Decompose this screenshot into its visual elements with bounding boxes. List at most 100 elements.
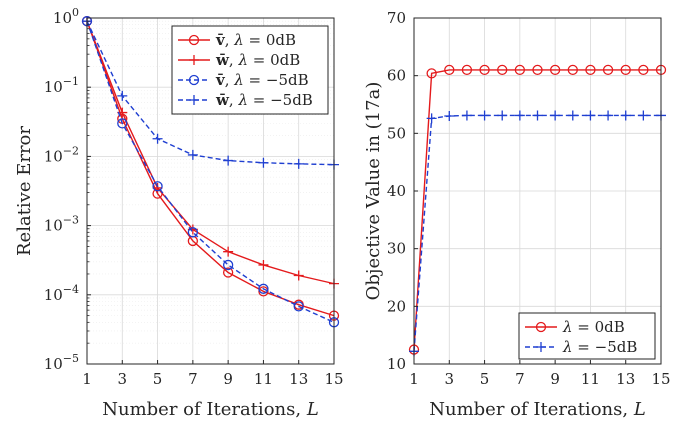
plot-frame <box>86 17 335 365</box>
data-point <box>536 342 546 352</box>
series-1 <box>408 64 667 355</box>
series-line <box>86 20 335 317</box>
data-point <box>550 110 561 121</box>
data-point <box>258 259 269 270</box>
x-tick-label: 9 <box>223 370 233 388</box>
legend-label: w̄, λ = −5dB <box>215 91 313 109</box>
data-point <box>258 286 269 297</box>
x-tick-label: 11 <box>581 370 600 388</box>
data-point <box>535 321 547 333</box>
data-point <box>479 110 490 121</box>
legend-label: λ = −5dB <box>562 338 637 356</box>
data-point <box>461 64 473 76</box>
x-tick-label: 3 <box>445 370 455 388</box>
data-point <box>426 113 437 124</box>
x-tick-label: 5 <box>153 370 163 388</box>
x-tick-label: 5 <box>480 370 490 388</box>
data-point <box>514 110 525 121</box>
series-layer <box>408 64 667 357</box>
legend: λ = 0dB λ = −5dB <box>518 312 656 360</box>
y-tick-label: 50 <box>387 124 406 142</box>
y-axis-label: Relative Error <box>14 126 35 256</box>
y-tick-label: 10−4 <box>44 283 79 304</box>
legend-entry: w̄, λ = 0dB <box>178 51 300 69</box>
y-tick-label: 70 <box>387 9 406 27</box>
data-point <box>514 64 526 76</box>
x-tick-label: 1 <box>82 370 92 388</box>
data-point <box>532 110 543 121</box>
x-tick-label: 15 <box>324 370 343 388</box>
data-point <box>117 90 128 101</box>
x-axis-label: Number of Iterations, L <box>429 399 646 420</box>
data-point <box>189 55 199 65</box>
x-tick-label: 7 <box>188 370 198 388</box>
x-tick-label: 15 <box>651 370 670 388</box>
series-2 <box>409 110 666 357</box>
y-tick-label: 20 <box>387 297 406 315</box>
legend: v̄, λ = 0dB w̄, λ = 0dB v̄, λ = −5dB w̄, λ … <box>171 25 329 115</box>
data-point <box>567 110 578 121</box>
data-point <box>223 155 234 166</box>
data-point <box>638 110 649 121</box>
y-tick-label: 10−2 <box>44 144 79 165</box>
data-point <box>461 110 472 121</box>
x-axis-label: Number of Iterations, L <box>102 399 319 420</box>
data-point <box>567 64 578 76</box>
legend-label: v̄, λ = −5dB <box>215 71 309 89</box>
data-point <box>152 181 163 192</box>
legend-entry: λ = −5dB <box>525 338 637 356</box>
y-tick-label: 10−5 <box>44 352 79 373</box>
x-tick-label: 9 <box>550 370 560 388</box>
x-tick-label: 3 <box>118 370 128 388</box>
data-point <box>293 270 304 281</box>
data-point <box>497 110 508 121</box>
data-point <box>444 64 455 76</box>
data-point <box>585 64 596 76</box>
legend-entry: w̄, λ = −5dB <box>178 91 313 109</box>
data-point <box>293 158 304 169</box>
data-point <box>188 34 200 46</box>
data-point <box>426 68 437 79</box>
legend-label: λ = 0dB <box>562 318 625 336</box>
x-tick-label: 7 <box>515 370 525 388</box>
legend-entry: λ = 0dB <box>525 318 625 336</box>
data-point <box>585 110 596 121</box>
series-3 <box>81 16 340 328</box>
y-tick-label: 30 <box>387 240 406 258</box>
series-line <box>86 20 335 166</box>
data-point <box>293 301 304 312</box>
data-point <box>117 118 128 129</box>
data-point <box>188 74 200 86</box>
y-tick-label: 10 <box>387 355 406 373</box>
y-tick-label: 10−3 <box>44 214 79 235</box>
legend-label: w̄, λ = 0dB <box>215 51 300 69</box>
data-point <box>187 149 198 160</box>
data-point <box>258 157 269 168</box>
data-point <box>497 64 508 76</box>
y-tick-label: 40 <box>387 182 406 200</box>
x-tick-label: 11 <box>254 370 273 388</box>
series-line <box>413 69 661 350</box>
legend-entry: v̄, λ = −5dB <box>178 71 309 89</box>
data-point <box>620 64 631 76</box>
series-line <box>86 20 335 285</box>
series-line <box>86 20 335 323</box>
y-tick-label: 60 <box>387 67 406 85</box>
data-point <box>532 64 543 76</box>
legend-label: v̄, λ = 0dB <box>215 31 296 49</box>
x-tick-label: 13 <box>289 370 308 388</box>
data-point <box>479 64 490 76</box>
legend-box <box>518 312 656 360</box>
data-point <box>222 259 234 271</box>
data-point <box>444 111 455 122</box>
data-point <box>223 246 234 257</box>
data-point <box>549 64 561 76</box>
data-point <box>638 64 649 76</box>
data-point <box>602 64 614 76</box>
data-point <box>187 227 199 238</box>
